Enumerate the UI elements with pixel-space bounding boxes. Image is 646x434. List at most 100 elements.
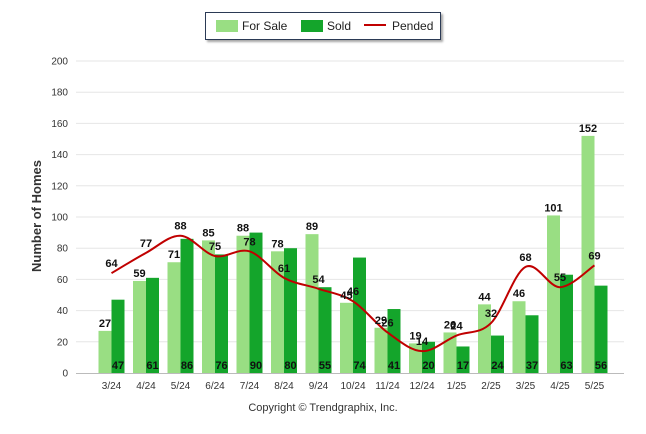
bar-for-sale	[512, 301, 526, 373]
bar-for-sale	[133, 280, 146, 373]
bar-for-sale	[98, 330, 112, 373]
label-for-sale: 46	[513, 288, 525, 300]
label-sold: 41	[388, 360, 400, 372]
x-tick-label: 3/24	[102, 381, 122, 392]
label-pended: 14	[416, 336, 429, 348]
label-sold: 61	[146, 360, 158, 372]
y-tick-label: 20	[57, 337, 69, 348]
legend-label-pended: Pended	[392, 19, 434, 33]
y-tick-label: 120	[51, 181, 68, 192]
legend-swatch-pended	[364, 24, 386, 26]
label-for-sale: 71	[168, 249, 180, 261]
bar-sold	[560, 274, 573, 373]
y-tick-label: 100	[51, 213, 68, 224]
bar-for-sale	[581, 135, 595, 373]
label-sold: 90	[250, 360, 262, 372]
x-tick-label: 9/24	[309, 381, 329, 392]
label-pended: 77	[140, 238, 152, 250]
label-for-sale: 59	[133, 268, 145, 280]
label-for-sale: 45	[340, 290, 352, 302]
label-sold: 74	[353, 360, 366, 372]
label-for-sale: 29	[375, 315, 387, 327]
x-axis-ticks: 3/24 4/24 5/24 6/24 7/24 8/24 9/24 10/24 11/24 12…	[102, 381, 605, 392]
label-sold: 20	[422, 360, 434, 372]
pended-line-path	[110, 234, 596, 353]
legend-swatch-sold	[301, 20, 323, 32]
bar-sold	[249, 232, 263, 373]
label-sold: 56	[595, 360, 607, 372]
label-sold: 47	[112, 360, 124, 372]
bar-for-sale	[271, 251, 284, 373]
label-sold: 80	[284, 360, 296, 372]
x-tick-label: 3/25	[516, 381, 536, 392]
x-tick-label: 5/25	[585, 381, 605, 392]
bar-sold	[146, 277, 159, 373]
bar-sold	[387, 309, 401, 373]
label-pended: 46	[347, 286, 359, 298]
legend-item-for-sale[interactable]: For Sale	[216, 19, 287, 33]
legend: For Sale Sold Pended	[205, 12, 441, 40]
bar-sold	[180, 238, 194, 373]
x-tick-label: 5/24	[171, 381, 191, 392]
label-for-sale: 88	[237, 223, 249, 235]
label-for-sale: 152	[579, 123, 597, 135]
bar-sold	[111, 299, 125, 373]
legend-item-pended[interactable]: Pended	[364, 19, 433, 33]
label-pended: 78	[243, 236, 255, 248]
x-tick-label: 7/24	[240, 381, 260, 392]
label-pended: 64	[105, 258, 118, 270]
x-tick-label: 12/24	[409, 381, 434, 392]
label-sold: 55	[319, 360, 331, 372]
y-tick-label: 140	[51, 150, 68, 161]
label-for-sale: 26	[444, 319, 456, 331]
label-sold: 86	[181, 360, 193, 372]
bar-sold	[215, 254, 228, 373]
bar-sold	[456, 346, 470, 373]
y-tick-label: 160	[51, 119, 68, 130]
x-tick-label: 2/25	[481, 381, 501, 392]
bar-for-sale	[236, 235, 250, 373]
label-pended: 54	[312, 274, 325, 286]
bar-for-sale	[340, 302, 353, 373]
legend-label-for-sale: For Sale	[242, 19, 288, 33]
bar-sold	[594, 285, 608, 373]
x-tick-label: 1/25	[447, 381, 467, 392]
label-sold: 76	[215, 360, 227, 372]
bar-for-sale	[374, 327, 388, 373]
label-pended: 26	[381, 317, 393, 329]
y-tick-label: 40	[57, 306, 69, 317]
grid-lines	[76, 60, 624, 343]
label-pended: 32	[485, 308, 497, 320]
label-for-sale: 89	[306, 221, 318, 233]
label-pended: 61	[278, 263, 290, 275]
bar-for-sale	[443, 332, 457, 373]
bar-for-sale	[202, 240, 215, 373]
y-axis-label: Number of Homes	[29, 160, 44, 272]
y-tick-label: 60	[57, 275, 69, 286]
label-pended: 88	[174, 221, 186, 233]
bar-sold	[525, 315, 539, 373]
bar-for-sale	[305, 234, 319, 373]
label-pended: 75	[209, 241, 221, 253]
label-sold: 37	[526, 360, 538, 372]
bar-sold	[353, 257, 366, 373]
label-for-sale: 27	[99, 318, 111, 330]
label-pended: 69	[588, 250, 600, 262]
y-axis-ticks: 0 20 40 60 80 100 120 140 160 180 200	[51, 57, 68, 380]
y-tick-label: 180	[51, 88, 68, 99]
x-tick-label: 11/24	[375, 381, 400, 392]
legend-item-sold[interactable]: Sold	[301, 19, 351, 33]
bar-for-sale	[547, 215, 560, 373]
label-pended: 55	[554, 272, 566, 284]
label-for-sale: 85	[202, 227, 214, 239]
bar-sold	[318, 287, 332, 373]
y-tick-label: 80	[57, 244, 69, 255]
bar-for-sale	[478, 304, 491, 373]
bars	[98, 135, 608, 373]
label-for-sale: 19	[409, 330, 421, 342]
x-tick-label: 4/25	[550, 381, 570, 392]
copyright-text: Copyright © Trendgraphix, Inc.	[248, 402, 398, 414]
label-for-sale: 101	[544, 202, 562, 214]
x-tick-label: 4/24	[136, 381, 156, 392]
